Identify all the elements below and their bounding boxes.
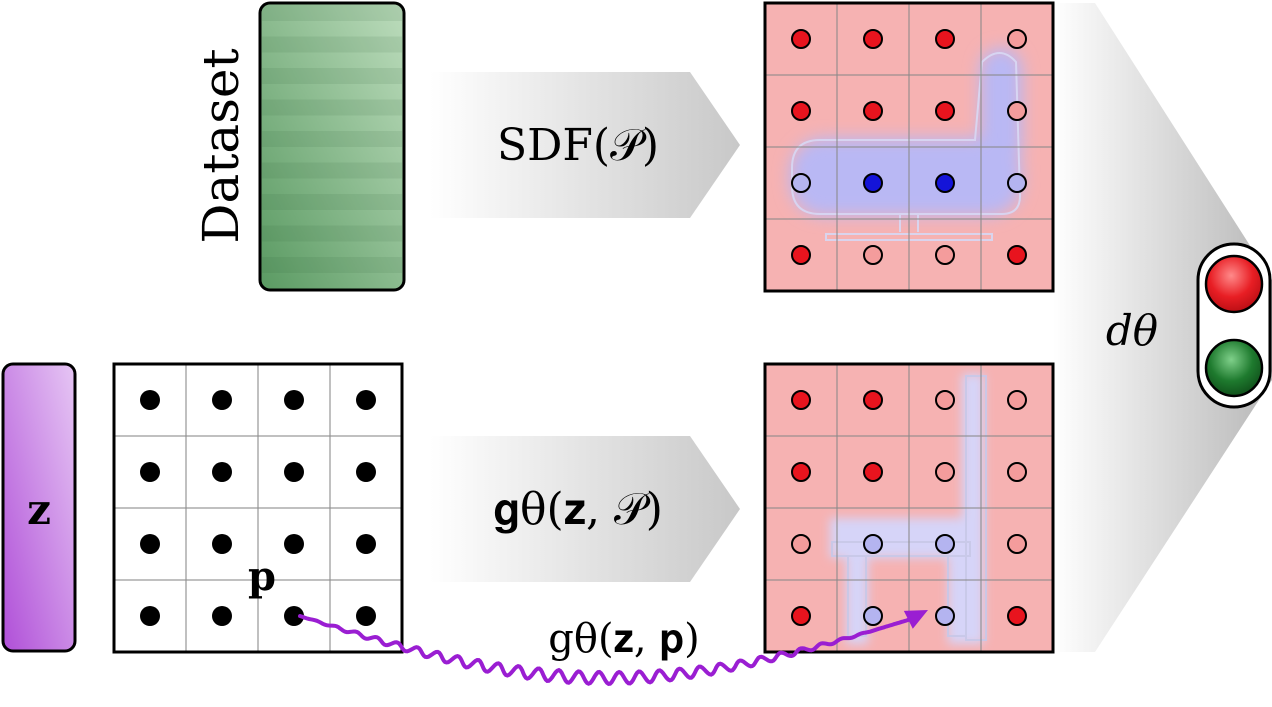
- sample-point: [791, 534, 811, 554]
- sdf-arrow: [430, 72, 740, 218]
- sample-point: [284, 462, 304, 482]
- sample-point: [863, 173, 883, 193]
- sample-point: [791, 606, 811, 626]
- sample-point: [140, 534, 160, 554]
- sample-point: [791, 462, 811, 482]
- dataset-stripe: [262, 225, 402, 242]
- sample-point: [356, 390, 376, 410]
- sample-point: [863, 606, 883, 626]
- sample-point: [791, 29, 811, 49]
- wavy-arrow-icon: [298, 614, 910, 686]
- sample-point: [935, 245, 955, 265]
- generator-grid-label: 𝐠θ(𝐳, 𝒫): [493, 484, 663, 535]
- green-light: [1204, 338, 1264, 398]
- sample-point: [791, 101, 811, 121]
- sample-point: [140, 390, 160, 410]
- sample-point: [140, 462, 160, 482]
- sample-point: [791, 245, 811, 265]
- sample-point: [935, 390, 955, 410]
- generator-arrow: [430, 436, 740, 582]
- sample-point: [212, 462, 232, 482]
- dataset-stripe: [262, 257, 402, 273]
- sample-point: [935, 173, 955, 193]
- sample-point: [935, 606, 955, 626]
- sample-point: [935, 101, 955, 121]
- latent-z-label: 𝐳: [27, 485, 51, 534]
- sample-point: [212, 606, 232, 626]
- sample-point: [863, 245, 883, 265]
- sample-point: [284, 606, 304, 626]
- sample-point: [1007, 173, 1027, 193]
- discriminator-label: dθ: [1106, 306, 1158, 355]
- grid-border: [763, 1, 1055, 293]
- discriminator-funnel: [1053, 3, 1272, 652]
- sample-point: [935, 462, 955, 482]
- sample-point: [356, 534, 376, 554]
- dataset-stripe: [262, 36, 402, 53]
- sample-point: [356, 606, 376, 626]
- sample-point: [1007, 606, 1027, 626]
- grid-border: [763, 362, 1055, 654]
- dataset-stripe: [262, 162, 402, 179]
- latent-z-block: [1, 362, 77, 653]
- sample-point: [935, 29, 955, 49]
- sample-point: [212, 534, 232, 554]
- dataset-stripe: [262, 5, 402, 21]
- red-light: [1204, 254, 1264, 314]
- point-p-label: 𝐩: [248, 553, 276, 600]
- sample-point: [935, 534, 955, 554]
- sample-point: [212, 390, 232, 410]
- sample-point: [284, 390, 304, 410]
- real-sdf-grid: [763, 1, 1055, 293]
- dataset-stripe: [262, 194, 402, 210]
- traffic-light-icon: [1196, 242, 1272, 409]
- sample-point: [284, 534, 304, 554]
- dataset-stripe: [262, 131, 402, 147]
- generated-sdf-grid: [763, 362, 1055, 654]
- sample-point: [1007, 245, 1027, 265]
- sample-point: [863, 462, 883, 482]
- query-points-grid: [112, 362, 404, 654]
- sample-point: [863, 101, 883, 121]
- chair-outline-real: [791, 52, 1022, 241]
- dataset-stripe: [262, 99, 402, 116]
- wavy-arrow-head: [903, 610, 928, 629]
- dataset-stripe: [262, 68, 402, 84]
- chair-shape-real: [790, 48, 1022, 216]
- generator-point-label: gθ(𝐳, 𝐩): [548, 616, 699, 662]
- sample-point: [1007, 534, 1027, 554]
- grid-border: [112, 362, 404, 654]
- sample-point: [1007, 462, 1027, 482]
- sample-point: [1007, 101, 1027, 121]
- sample-point: [863, 29, 883, 49]
- dataset-label: Dataset: [192, 48, 250, 243]
- sample-point: [791, 173, 811, 193]
- sample-point: [356, 462, 376, 482]
- dataset-block: [258, 1, 406, 292]
- sdf-label: SDF(𝒫): [497, 120, 659, 171]
- sample-point: [1007, 390, 1027, 410]
- sample-point: [863, 534, 883, 554]
- sample-point: [863, 390, 883, 410]
- sample-point: [140, 606, 160, 626]
- sample-point: [1007, 29, 1027, 49]
- sample-point: [791, 390, 811, 410]
